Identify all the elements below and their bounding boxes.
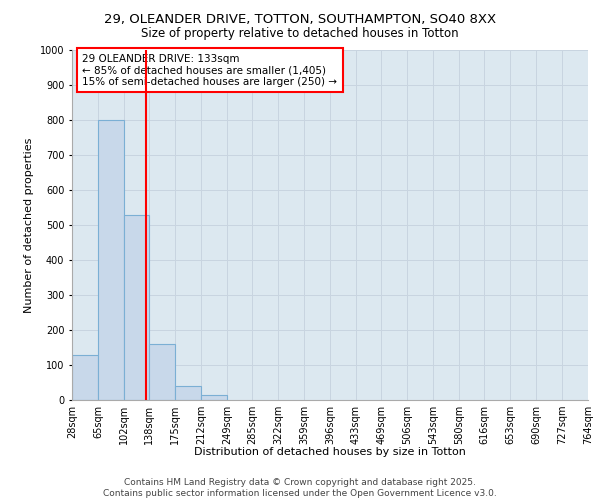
Y-axis label: Number of detached properties: Number of detached properties — [25, 138, 34, 312]
Bar — [124, 214, 149, 400]
Text: 29 OLEANDER DRIVE: 133sqm
← 85% of detached houses are smaller (1,405)
15% of se: 29 OLEANDER DRIVE: 133sqm ← 85% of detac… — [82, 54, 337, 86]
Bar — [201, 395, 227, 400]
Text: Contains HM Land Registry data © Crown copyright and database right 2025.
Contai: Contains HM Land Registry data © Crown c… — [103, 478, 497, 498]
X-axis label: Distribution of detached houses by size in Totton: Distribution of detached houses by size … — [194, 447, 466, 457]
Text: Size of property relative to detached houses in Totton: Size of property relative to detached ho… — [141, 28, 459, 40]
Text: 29, OLEANDER DRIVE, TOTTON, SOUTHAMPTON, SO40 8XX: 29, OLEANDER DRIVE, TOTTON, SOUTHAMPTON,… — [104, 12, 496, 26]
Bar — [98, 120, 124, 400]
Bar — [175, 386, 201, 400]
Bar — [72, 354, 98, 400]
Bar — [149, 344, 175, 400]
